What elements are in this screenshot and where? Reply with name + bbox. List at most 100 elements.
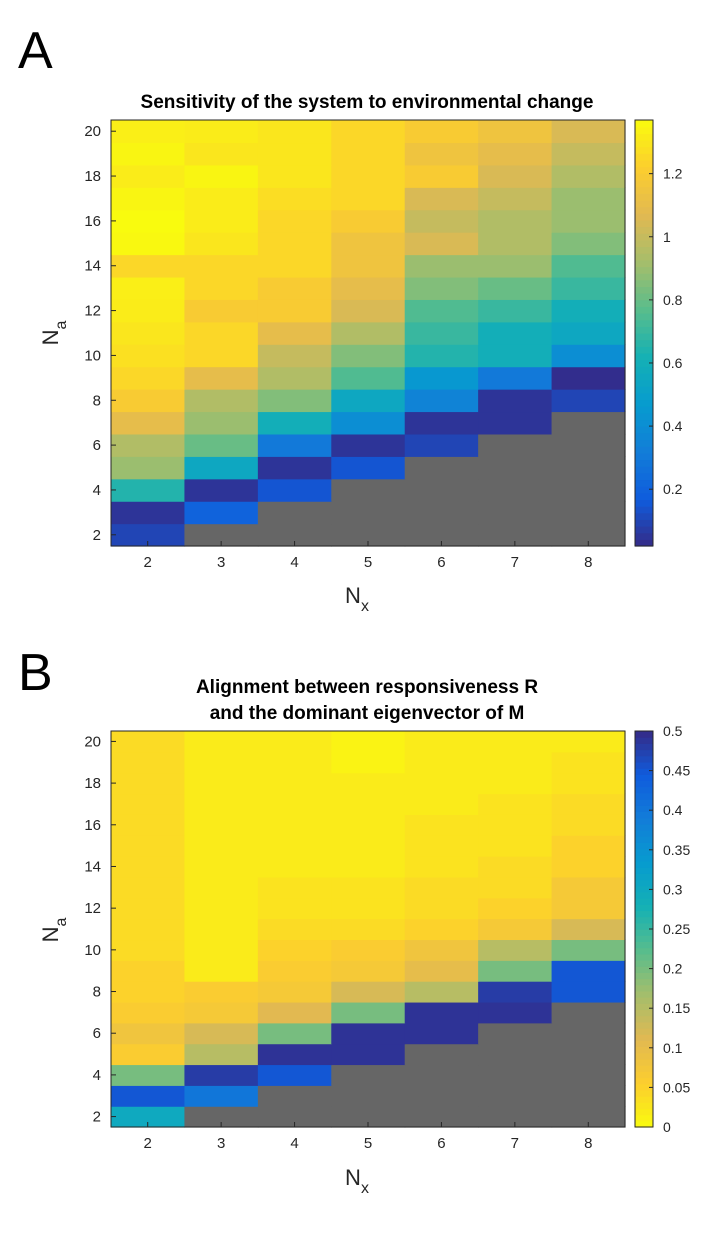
colorbar-segment (635, 233, 653, 241)
heatmap-cell-x4-y13 (257, 876, 332, 899)
heatmap-cell-x4-y13 (257, 276, 332, 300)
heatmap-cell-x7-y5 (478, 1043, 553, 1066)
heatmap-cell-x3-y7 (184, 1001, 259, 1024)
heatmap-cell-x7-y13 (478, 276, 553, 300)
heatmap-cell-x6-y13 (404, 876, 479, 899)
heatmap-cell-x3-y9 (184, 960, 259, 982)
colorbar-segment (635, 817, 653, 825)
heatmap-cell-x3-y8 (184, 389, 259, 413)
heatmap-cell-x7-y3 (478, 1085, 553, 1107)
panel-a-ylabel: Na (38, 321, 70, 346)
colorbar-segment (635, 935, 653, 942)
heatmap-cell-x2-y19 (111, 142, 186, 166)
y-tick-label: 4 (93, 1067, 101, 1084)
panel-b-y-ticks: 2 4 6 8 10 12 14 16 18 20 (84, 733, 116, 1126)
colorbar-segment (635, 139, 653, 148)
heatmap-cell-x6-y3 (404, 1085, 479, 1107)
colorbar-segment (635, 539, 653, 547)
colorbar-segment (635, 279, 653, 288)
heatmap-cell-x3-y16 (184, 209, 259, 233)
x-tick-label: 5 (364, 554, 372, 571)
colorbar-segment (635, 479, 653, 487)
colorbar-segment (635, 898, 653, 905)
heatmap-cell-x4-y8 (257, 981, 332, 1003)
colorbar-segment (635, 159, 653, 168)
colorbar-tick-label: 0.2 (663, 481, 683, 497)
colorbar-segment (635, 1040, 653, 1048)
heatmap-cell-x2-y10 (111, 939, 186, 961)
y-tick-label: 8 (93, 392, 101, 409)
heatmap-cell-x2-y2 (111, 523, 186, 547)
y-tick-label: 20 (84, 123, 101, 140)
heatmap-cell-x3-y9 (184, 366, 259, 390)
colorbar-segment (635, 873, 653, 881)
heatmap-cell-x4-y3 (257, 501, 332, 525)
y-tick-label: 2 (93, 527, 101, 544)
colorbar-segment (635, 259, 653, 268)
heatmap-cell-x7-y12 (478, 897, 553, 920)
colorbar-segment (635, 978, 653, 986)
heatmap-cell-x6-y3 (404, 501, 479, 525)
heatmap-cell-x3-y18 (184, 164, 259, 188)
heatmap-cell-x4-y16 (257, 209, 332, 233)
heatmap-cell-x6-y15 (404, 232, 479, 256)
colorbar-segment (635, 512, 653, 520)
y-tick-label: 10 (84, 942, 101, 959)
colorbar-segment (635, 1021, 653, 1029)
heatmap-cell-x6-y7 (404, 411, 479, 435)
heatmap-cell-x4-y3 (257, 1085, 332, 1107)
colorbar-segment (635, 1052, 653, 1060)
heatmap-cell-x6-y16 (404, 209, 479, 233)
heatmap-cell-x7-y4 (478, 1064, 553, 1086)
colorbar-segment (635, 1034, 653, 1041)
heatmap-cell-x2-y12 (111, 299, 186, 323)
colorbar-segment (635, 219, 653, 228)
heatmap-cell-x4-y12 (257, 897, 332, 920)
heatmap-cell-x2-y14 (111, 856, 186, 878)
heatmap-cell-x8-y6 (551, 433, 626, 457)
heatmap-cell-x3-y6 (184, 433, 259, 457)
heatmap-cell-x6-y9 (404, 960, 479, 982)
colorbar-tick-label: 1 (663, 229, 671, 245)
heatmap-cell-x2-y8 (111, 389, 186, 413)
colorbar-segment (635, 848, 653, 856)
heatmap-cell-x6-y5 (404, 456, 479, 480)
heatmap-cell-x5-y3 (331, 501, 406, 525)
colorbar-segment (635, 173, 653, 181)
colorbar-segment (635, 352, 653, 361)
x-tick-label: 3 (217, 554, 225, 571)
heatmap-cell-x5-y2 (331, 1106, 406, 1128)
heatmap-cell-x5-y12 (331, 299, 406, 323)
colorbar-segment (635, 339, 653, 347)
heatmap-cell-x8-y19 (551, 751, 626, 774)
heatmap-cell-x7-y18 (478, 772, 553, 795)
heatmap-cell-x5-y18 (331, 164, 406, 188)
heatmap-cell-x6-y11 (404, 918, 479, 941)
panel-a-xlabel: Nx (345, 583, 369, 615)
heatmap-cell-x5-y6 (331, 433, 406, 457)
colorbar-segment (635, 239, 653, 248)
heatmap-cell-x2-y20 (111, 731, 186, 753)
heatmap-cell-x7-y6 (478, 1022, 553, 1045)
heatmap-cell-x6-y20 (404, 120, 479, 144)
colorbar-segment (635, 419, 653, 427)
heatmap-cell-x7-y7 (478, 411, 553, 435)
y-tick-label: 18 (84, 775, 101, 792)
heatmap-cell-x8-y18 (551, 164, 626, 188)
heatmap-cell-x2-y3 (111, 1085, 186, 1107)
colorbar-segment (635, 359, 653, 367)
colorbar-segment (635, 885, 653, 893)
colorbar-tick-label: 1.2 (663, 166, 683, 182)
heatmap-cell-x8-y2 (551, 523, 626, 547)
colorbar-tick-label: 0.05 (663, 1079, 690, 1095)
y-tick-label: 6 (93, 1025, 101, 1042)
heatmap-cell-x6-y5 (404, 1043, 479, 1066)
heatmap-cell-x4-y11 (257, 918, 332, 941)
heatmap-cell-x3-y12 (184, 897, 259, 920)
colorbar-tick-label: 0.1 (663, 1040, 683, 1056)
colorbar-segment (635, 811, 653, 819)
heatmap-cell-x8-y20 (551, 120, 626, 144)
heatmap-cell-x6-y16 (404, 814, 479, 836)
heatmap-cell-x3-y15 (184, 835, 259, 857)
y-tick-label: 8 (93, 984, 101, 1001)
